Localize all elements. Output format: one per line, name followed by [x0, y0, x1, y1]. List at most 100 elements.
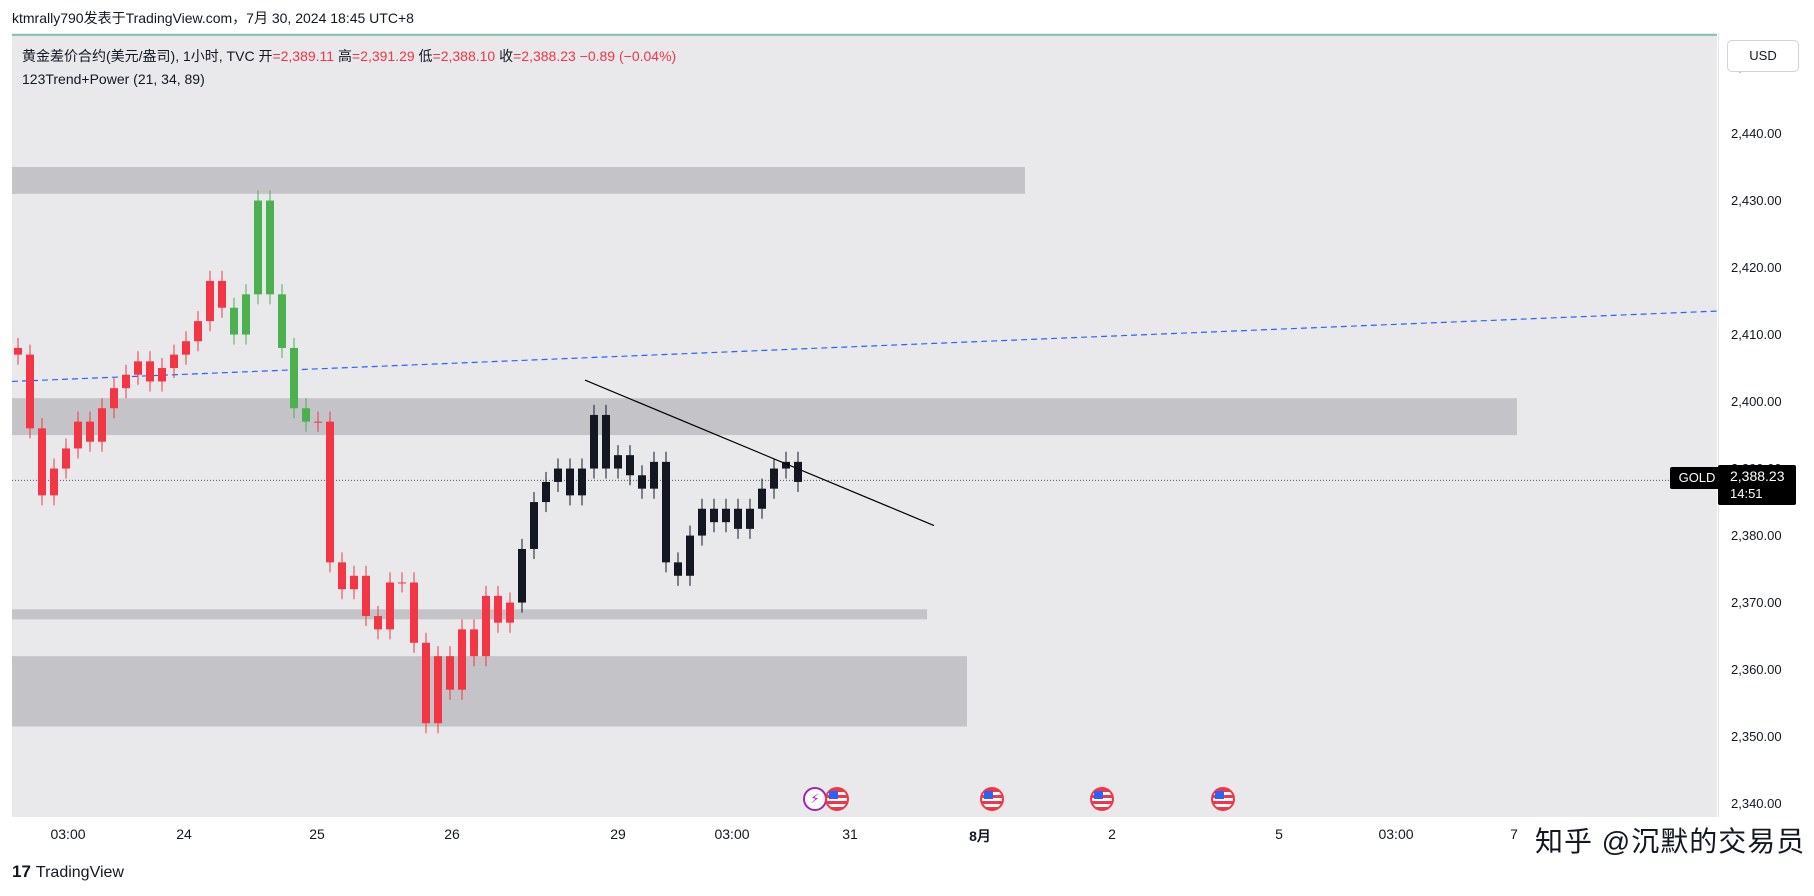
candle-body	[38, 428, 46, 496]
price-tick: 2,370.00	[1731, 594, 1782, 610]
candle-body	[362, 575, 370, 616]
candle-body	[350, 575, 358, 590]
chart-pane[interactable]	[12, 33, 1717, 817]
candle-body	[614, 455, 622, 469]
open-value: =2,389.11	[272, 48, 335, 64]
candle-body	[482, 595, 490, 657]
candle-body	[518, 548, 526, 603]
candle-body	[314, 421, 322, 423]
indicator-name[interactable]: 123Trend+Power (21, 34, 89)	[22, 71, 205, 87]
candle-body	[14, 347, 22, 355]
candle-body	[638, 475, 646, 489]
candle-body	[470, 629, 478, 657]
flag-icon[interactable]	[1090, 787, 1114, 811]
time-tick: 03:00	[714, 826, 750, 842]
candle-body	[326, 421, 334, 563]
high-value: =2,391.29	[351, 48, 415, 64]
time-tick: 31	[842, 826, 858, 842]
trend-line	[12, 310, 1717, 383]
candle-body	[50, 468, 58, 496]
candle-body	[698, 508, 706, 536]
candle-body	[374, 615, 382, 630]
time-tick: 03:00	[1378, 826, 1414, 842]
price-axis[interactable]: 2,450.002,440.002,430.002,420.002,410.00…	[1718, 33, 1814, 817]
candle-body	[566, 468, 574, 496]
time-tick: 5	[1275, 826, 1283, 842]
candle-body	[302, 408, 310, 422]
candle-body	[62, 448, 70, 469]
chart-legend: 黄金差价合约(美元/盎司), 1小时, TVC 开=2,389.11 高=2,3…	[22, 45, 676, 91]
candle-body	[686, 535, 694, 576]
time-tick: 26	[444, 826, 460, 842]
candle-body	[194, 321, 202, 342]
candle-body	[410, 582, 418, 643]
candle-body	[770, 468, 778, 489]
bolt-icon[interactable]: ⚡	[803, 787, 827, 811]
candle-body	[290, 347, 298, 409]
candle-body	[458, 629, 466, 690]
flag-icon[interactable]	[980, 787, 1004, 811]
candle-body	[530, 502, 538, 549]
candle-body	[98, 408, 106, 442]
candle-body	[86, 421, 94, 442]
candle-body	[662, 461, 670, 563]
flag-icon[interactable]	[825, 787, 849, 811]
symbol-info[interactable]: 黄金差价合约(美元/盎司), 1小时, TVC	[22, 48, 255, 64]
candle-body	[242, 294, 250, 335]
time-tick: 29	[610, 826, 626, 842]
candle-body	[26, 354, 34, 429]
tradingview-logo-icon: 17	[12, 862, 31, 881]
price-tick: 2,350.00	[1731, 728, 1782, 744]
page-header: ktmrally790发表于TradingView.com，7月 30, 202…	[12, 10, 414, 26]
low-label: 低	[418, 48, 433, 64]
resistance-line	[584, 379, 935, 527]
time-tick: 03:00	[50, 826, 86, 842]
zone-rect	[12, 167, 1025, 194]
brand-name: TradingView	[35, 864, 124, 881]
candle-body	[554, 468, 562, 482]
candle-body	[506, 602, 514, 623]
symbol-ohlc-line: 黄金差价合约(美元/盎司), 1小时, TVC 开=2,389.11 高=2,3…	[22, 45, 676, 68]
flag-icon[interactable]	[1211, 787, 1235, 811]
candle-body	[146, 361, 154, 382]
candle-body	[158, 368, 166, 382]
footer-brand[interactable]: 17 TradingView	[12, 862, 124, 882]
candle-body	[734, 508, 742, 529]
candle-body	[710, 508, 718, 523]
price-tick: 2,440.00	[1731, 125, 1782, 141]
price-tick: 2,430.00	[1731, 192, 1782, 208]
candle-body	[206, 280, 214, 322]
candle-body	[398, 582, 406, 584]
watermark: 知乎 @沉默的交易员	[1535, 826, 1806, 857]
candle-body	[230, 307, 238, 335]
candle-body	[122, 374, 130, 389]
candle-body	[434, 656, 442, 724]
candle-body	[794, 461, 802, 482]
candle-body	[722, 508, 730, 523]
price-tick: 2,410.00	[1731, 326, 1782, 342]
price-tick: 2,340.00	[1731, 795, 1782, 811]
time-axis[interactable]: 03:00 24 25 26 29 03:00 31 8月 2 5 03:00 7	[12, 818, 1717, 848]
candle-body	[134, 361, 142, 375]
candle-body	[422, 642, 430, 724]
open-label: 开	[258, 48, 273, 64]
candle-body	[266, 200, 274, 295]
zone-rect	[12, 609, 927, 620]
price-tick: 2,360.00	[1731, 661, 1782, 677]
price-tick: 2,400.00	[1731, 393, 1782, 409]
close-value: =2,388.23	[513, 48, 576, 64]
candle-body	[746, 508, 754, 529]
time-tick: 8月	[969, 828, 991, 844]
time-tick: 24	[176, 826, 192, 842]
candle-body	[74, 421, 82, 449]
candlestick-chart[interactable]	[12, 33, 1717, 817]
time-tick: 25	[309, 826, 325, 842]
candle-body	[578, 468, 586, 496]
candle-body	[602, 414, 610, 469]
close-label: 收	[499, 48, 514, 64]
symbol-price-label: GOLD	[1670, 467, 1724, 489]
currency-button[interactable]: USD	[1727, 40, 1799, 72]
candle-body	[494, 595, 502, 623]
low-value: =2,388.10	[432, 48, 496, 64]
candle-body	[590, 414, 598, 469]
